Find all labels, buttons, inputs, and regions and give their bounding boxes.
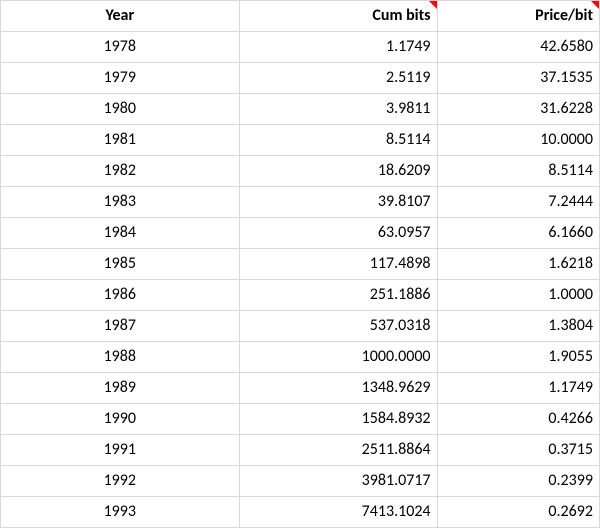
cell-year[interactable]: 1982 [1, 156, 240, 187]
table-row: 19923981.07170.2399 [1, 466, 600, 497]
cell-price-per-bit[interactable]: 0.2399 [437, 466, 599, 497]
cell-cum-bits[interactable]: 63.0957 [239, 218, 437, 249]
cell-price-per-bit[interactable]: 37.1535 [437, 63, 599, 94]
cell-cum-bits[interactable]: 251.1886 [239, 280, 437, 311]
cell-cum-bits[interactable]: 117.4898 [239, 249, 437, 280]
table-row: 1986251.18861.0000 [1, 280, 600, 311]
cell-cum-bits[interactable]: 3.9811 [239, 94, 437, 125]
cell-price-per-bit[interactable]: 1.1749 [437, 373, 599, 404]
table-row: 1985117.48981.6218 [1, 249, 600, 280]
table-row: 19891348.96291.1749 [1, 373, 600, 404]
table-row: 198339.81077.2444 [1, 187, 600, 218]
data-table: Year Cum bits Price/bit 19781.174942.658… [0, 0, 600, 528]
cell-year[interactable]: 1980 [1, 94, 240, 125]
cell-price-per-bit[interactable]: 31.6228 [437, 94, 599, 125]
cell-year[interactable]: 1984 [1, 218, 240, 249]
cell-year[interactable]: 1983 [1, 187, 240, 218]
cell-year[interactable]: 1981 [1, 125, 240, 156]
cell-cum-bits[interactable]: 537.0318 [239, 311, 437, 342]
table-row: 19901584.89320.4266 [1, 404, 600, 435]
cell-price-per-bit[interactable]: 10.0000 [437, 125, 599, 156]
cell-cum-bits[interactable]: 8.5114 [239, 125, 437, 156]
cell-cum-bits[interactable]: 1000.0000 [239, 342, 437, 373]
table-row: 19803.981131.6228 [1, 94, 600, 125]
col-header-cum-bits[interactable]: Cum bits [239, 1, 437, 32]
cell-year[interactable]: 1989 [1, 373, 240, 404]
table-row: 19937413.10240.2692 [1, 497, 600, 528]
table-row: 198463.09576.1660 [1, 218, 600, 249]
cell-price-per-bit[interactable]: 1.3804 [437, 311, 599, 342]
cell-cum-bits[interactable]: 18.6209 [239, 156, 437, 187]
cell-price-per-bit[interactable]: 6.1660 [437, 218, 599, 249]
cell-cum-bits[interactable]: 2.5119 [239, 63, 437, 94]
table-row: 1987537.03181.3804 [1, 311, 600, 342]
table-row: 19881000.00001.9055 [1, 342, 600, 373]
table-row: 19912511.88640.3715 [1, 435, 600, 466]
cell-price-per-bit[interactable]: 0.4266 [437, 404, 599, 435]
table-row: 19792.511937.1535 [1, 63, 600, 94]
cell-cum-bits[interactable]: 2511.8864 [239, 435, 437, 466]
table-body: 19781.174942.658019792.511937.153519803.… [1, 32, 600, 528]
cell-price-per-bit[interactable]: 7.2444 [437, 187, 599, 218]
table-row: 19818.511410.0000 [1, 125, 600, 156]
cell-year[interactable]: 1993 [1, 497, 240, 528]
cell-year[interactable]: 1985 [1, 249, 240, 280]
cell-year[interactable]: 1990 [1, 404, 240, 435]
cell-price-per-bit[interactable]: 42.6580 [437, 32, 599, 63]
cell-cum-bits[interactable]: 1.1749 [239, 32, 437, 63]
cell-cum-bits[interactable]: 1584.8932 [239, 404, 437, 435]
cell-price-per-bit[interactable]: 0.3715 [437, 435, 599, 466]
cell-year[interactable]: 1988 [1, 342, 240, 373]
cell-year[interactable]: 1979 [1, 63, 240, 94]
col-header-year[interactable]: Year [1, 1, 240, 32]
cell-cum-bits[interactable]: 7413.1024 [239, 497, 437, 528]
cell-year[interactable]: 1978 [1, 32, 240, 63]
cell-price-per-bit[interactable]: 1.6218 [437, 249, 599, 280]
cell-price-per-bit[interactable]: 0.2692 [437, 497, 599, 528]
table-row: 19781.174942.6580 [1, 32, 600, 63]
cell-year[interactable]: 1991 [1, 435, 240, 466]
cell-year[interactable]: 1992 [1, 466, 240, 497]
cell-price-per-bit[interactable]: 1.0000 [437, 280, 599, 311]
col-header-price-per-bit[interactable]: Price/bit [437, 1, 599, 32]
cell-price-per-bit[interactable]: 1.9055 [437, 342, 599, 373]
cell-year[interactable]: 1987 [1, 311, 240, 342]
cell-cum-bits[interactable]: 1348.9629 [239, 373, 437, 404]
table-row: 198218.62098.5114 [1, 156, 600, 187]
header-row: Year Cum bits Price/bit [1, 1, 600, 32]
cell-price-per-bit[interactable]: 8.5114 [437, 156, 599, 187]
cell-cum-bits[interactable]: 3981.0717 [239, 466, 437, 497]
cell-cum-bits[interactable]: 39.8107 [239, 187, 437, 218]
cell-year[interactable]: 1986 [1, 280, 240, 311]
